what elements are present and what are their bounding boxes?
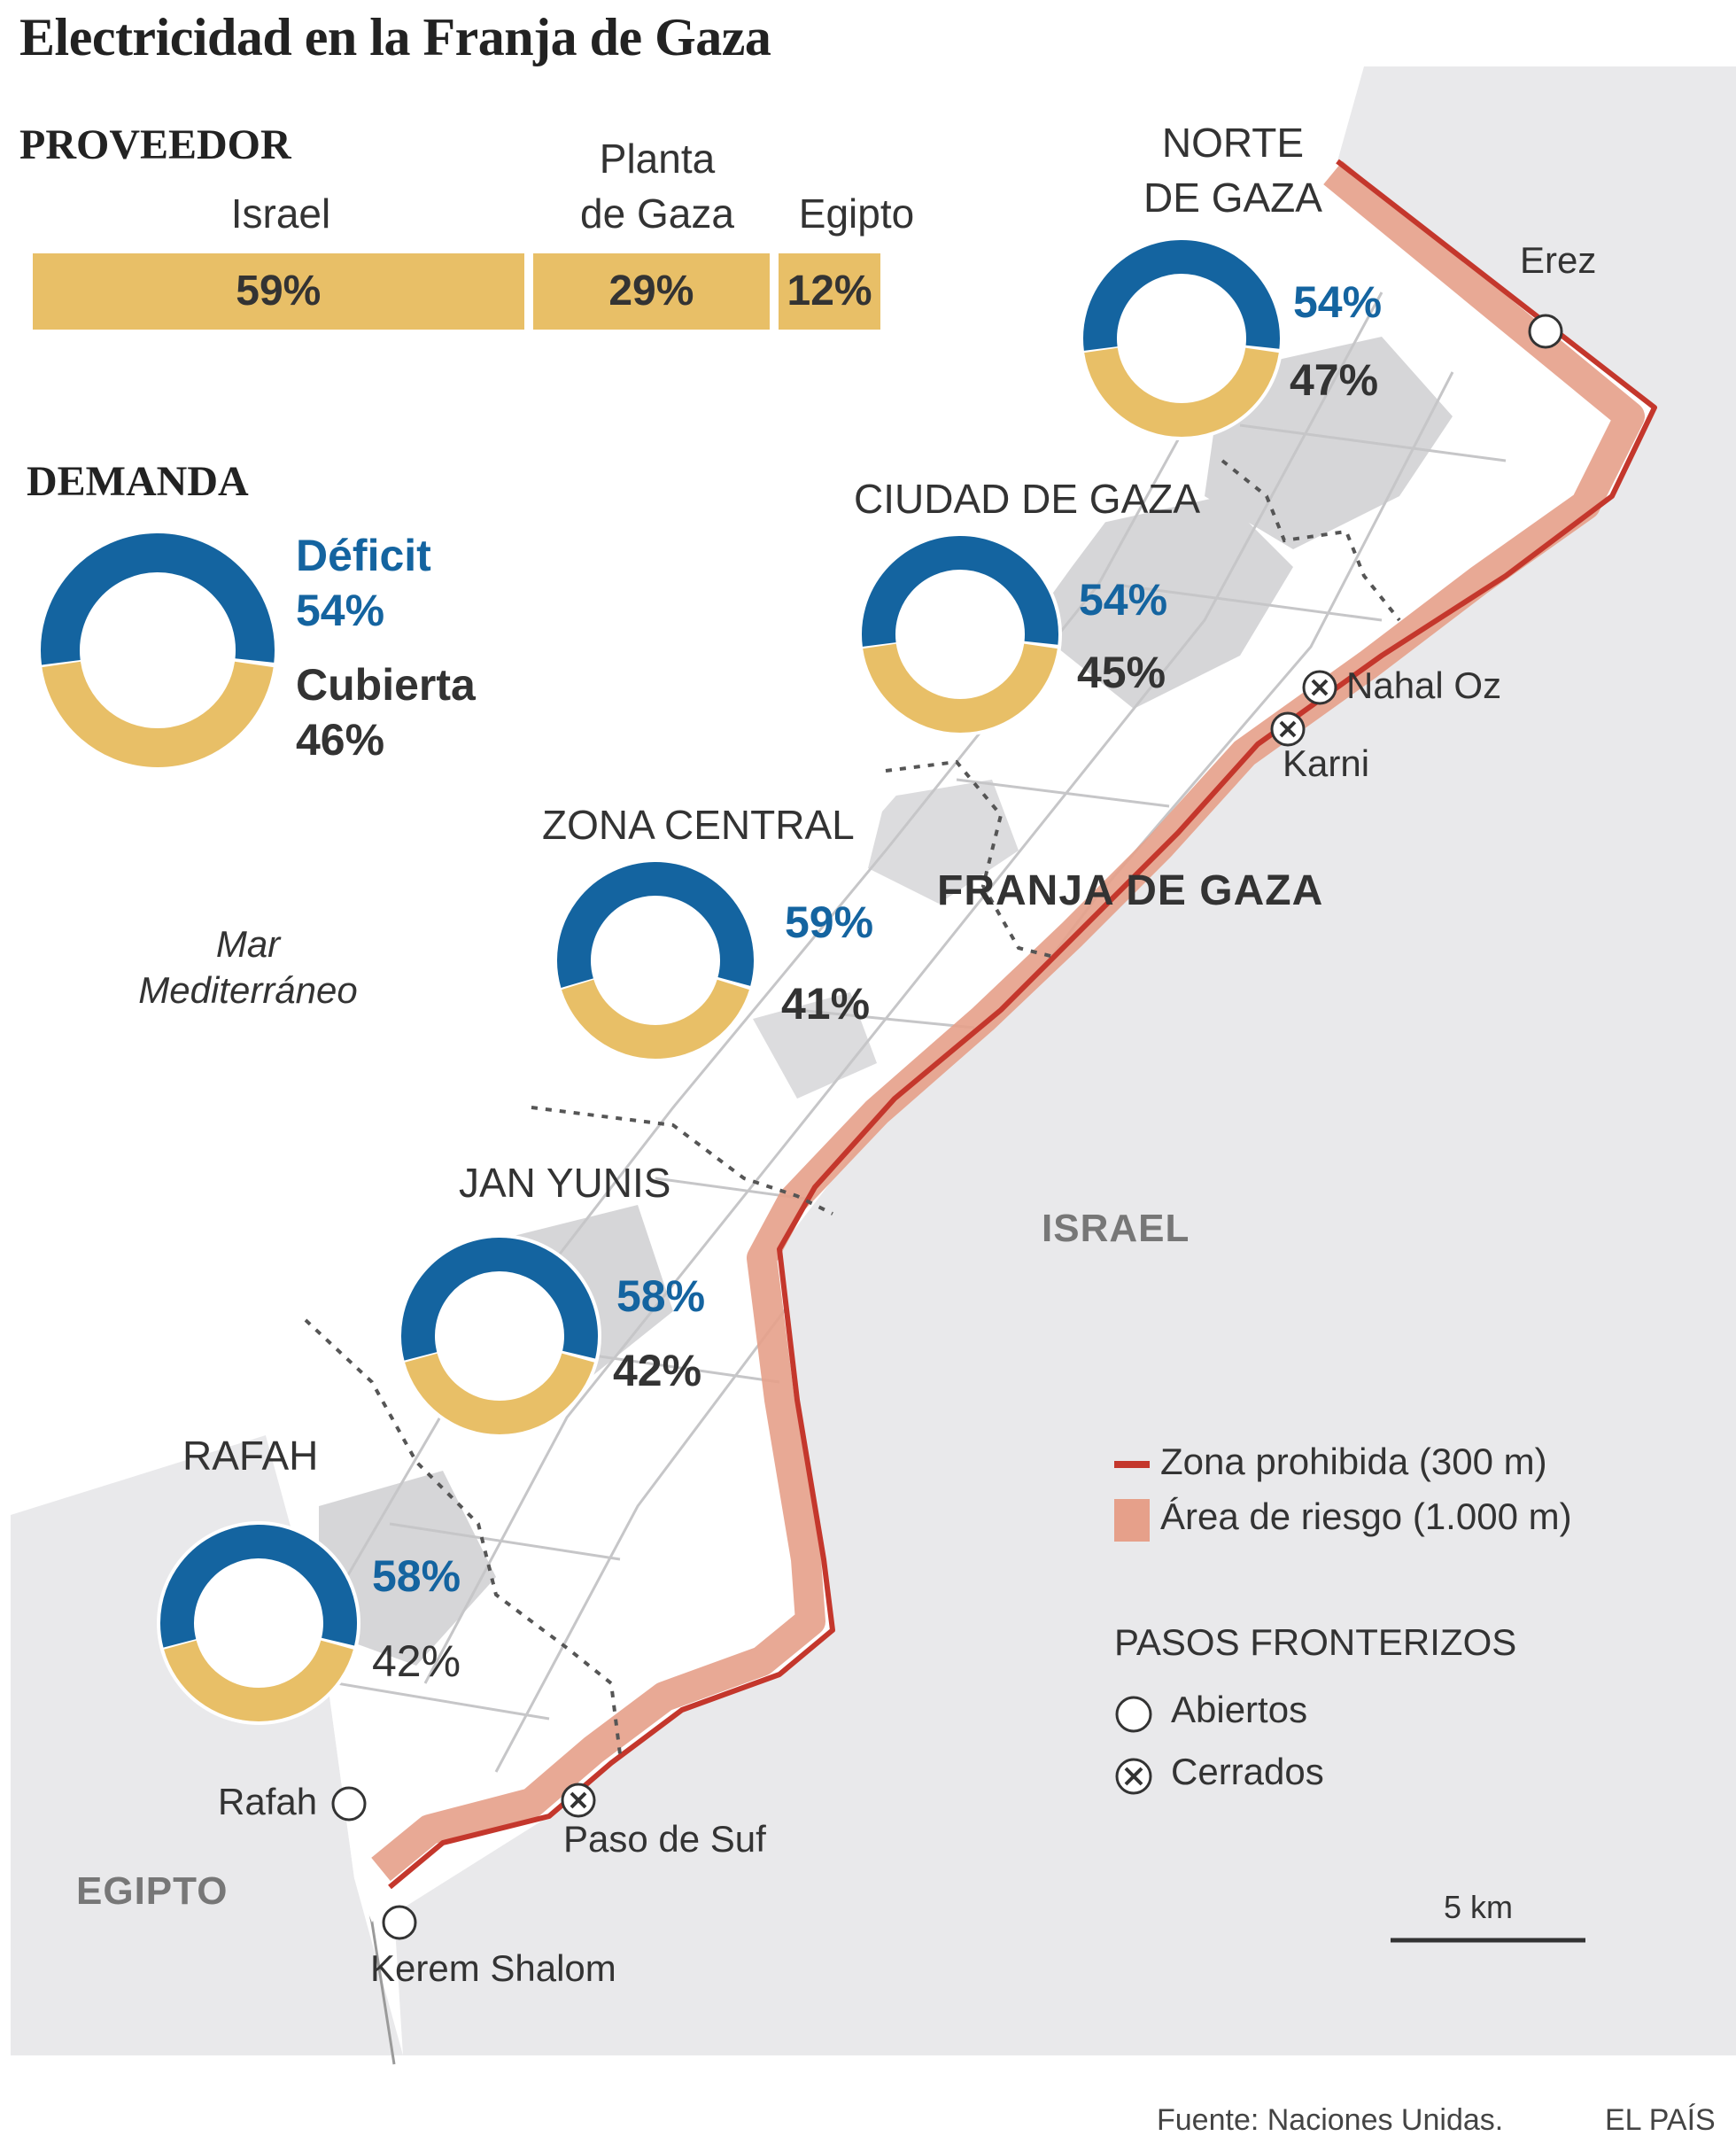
legend-forbidden-zone: Zona prohibida (300 m) [1160, 1441, 1547, 1482]
region-name-ciudad: CIUDAD DE GAZA [854, 476, 1201, 522]
donut-rafah-deficit-arc [160, 1525, 357, 1648]
crossing-suf-icon [561, 1783, 596, 1818]
crossing-karni-label: Karni [1283, 742, 1370, 784]
crossing-rafah-icon [331, 1786, 367, 1822]
demand-covered-value: 46% [296, 715, 385, 765]
donut-rafah-covered-arc [164, 1639, 353, 1721]
donut-norte-deficit-arc [1083, 240, 1280, 351]
donut-demand-deficit-arc [41, 533, 275, 665]
legend-closed: Cerrados [1171, 1751, 1324, 1792]
crossing-kerem-shalom-icon [382, 1905, 417, 1940]
donut-central-deficit-arc [557, 862, 754, 988]
sea-label: Mar Mediterráneo [138, 923, 358, 1011]
forbidden-zone-line [388, 159, 1657, 1890]
supplier-name-egipto: Egipto [798, 190, 915, 237]
donut-jan-yunis [398, 1234, 601, 1438]
legend-open: Abiertos [1171, 1689, 1308, 1730]
region-covered-ciudad: 45% [1077, 648, 1166, 697]
closed-legend-icon [1115, 1758, 1152, 1795]
egypt-label: EGIPTO [76, 1869, 229, 1913]
donut-demand [37, 530, 278, 771]
region-name-norte: NORTE DE GAZA [1143, 120, 1322, 221]
demand-deficit-value: 54% [296, 586, 385, 635]
donut-charts [37, 237, 1283, 1725]
donut-norte-covered-arc [1084, 347, 1279, 437]
legend-risk-area: Área de riesgo (1.000 m) [1160, 1495, 1572, 1537]
region-deficit-jan-yunis: 58% [616, 1271, 706, 1321]
donut-ciudad-deficit-arc [862, 536, 1058, 647]
crossing-kerem-shalom-label: Kerem Shalom [370, 1947, 616, 1989]
donut-central-covered-arc [562, 979, 749, 1059]
open-legend-icon [1115, 1696, 1152, 1733]
israel-land [394, 66, 1736, 2055]
demand-heading: DEMANDA [27, 458, 249, 505]
region-deficit-ciudad: 54% [1079, 575, 1168, 625]
region-covered-central: 41% [781, 979, 871, 1029]
crossing-nahal-oz-icon [1302, 670, 1337, 705]
region-covered-rafah: 42% [372, 1636, 461, 1686]
supplier-bar-0 [33, 253, 524, 330]
supplier-heading: PROVEEDOR [19, 121, 291, 168]
donut-ciudad-covered-arc [863, 643, 1058, 733]
region-deficit-rafah: 58% [372, 1551, 461, 1601]
demand-deficit-label: Déficit [296, 531, 431, 580]
donut-rafah [157, 1521, 360, 1725]
israel-label: ISRAEL [1042, 1207, 1190, 1250]
publisher-credit: EL PAÍS [1605, 2103, 1716, 2137]
crossing-rafah-label: Rafah [218, 1781, 318, 1822]
demand-covered-label: Cubierta [296, 660, 476, 710]
donut-jan-yunis-deficit-arc [401, 1238, 598, 1361]
source-note: Fuente: Naciones Unidas. [1157, 2103, 1504, 2137]
strip-label: FRANJA DE GAZA [937, 867, 1324, 914]
region-name-jan-yunis: JAN YUNIS [459, 1160, 671, 1206]
page-title: Electricidad en la Franja de Gaza [19, 8, 771, 66]
supplier-bar-label-0: 59% [236, 268, 322, 315]
supplier-bar-1 [532, 253, 771, 330]
supplier-name-israel: Israel [230, 190, 331, 237]
risk-area-band [371, 160, 1645, 1882]
crossing-erez-label: Erez [1520, 239, 1597, 281]
region-covered-jan-yunis: 42% [613, 1346, 702, 1395]
crossing-suf-label: Paso de Suf [563, 1818, 766, 1860]
supplier-bar-2 [779, 253, 880, 330]
region-deficit-central: 59% [785, 897, 874, 947]
supplier-bar-label-2: 12% [787, 268, 872, 315]
region-name-central: ZONA CENTRAL [542, 802, 855, 848]
region-deficit-norte: 54% [1293, 277, 1383, 327]
risk-area-swatch [1114, 1499, 1150, 1542]
supplier-bar-label-1: 29% [608, 268, 694, 315]
forbidden-zone-swatch [1114, 1461, 1150, 1468]
region-covered-norte: 47% [1290, 355, 1379, 405]
crossing-nahal-oz-label: Nahal Oz [1346, 664, 1502, 706]
donut-central [554, 858, 757, 1062]
crossing-karni-icon [1270, 711, 1306, 747]
donut-norte [1080, 237, 1283, 440]
crossing-erez-icon [1528, 314, 1563, 349]
supplier-name-planta: Planta de Gaza [580, 136, 734, 237]
donut-jan-yunis-covered-arc [405, 1352, 594, 1434]
scale-label: 5 km [1444, 1889, 1514, 1925]
donut-ciudad [858, 532, 1062, 736]
legend-crossings-heading: PASOS FRONTERIZOS [1114, 1621, 1517, 1663]
governorate-boundaries [304, 459, 1401, 1755]
region-name-rafah: RAFAH [182, 1433, 319, 1479]
donut-demand-covered-arc [42, 661, 274, 767]
